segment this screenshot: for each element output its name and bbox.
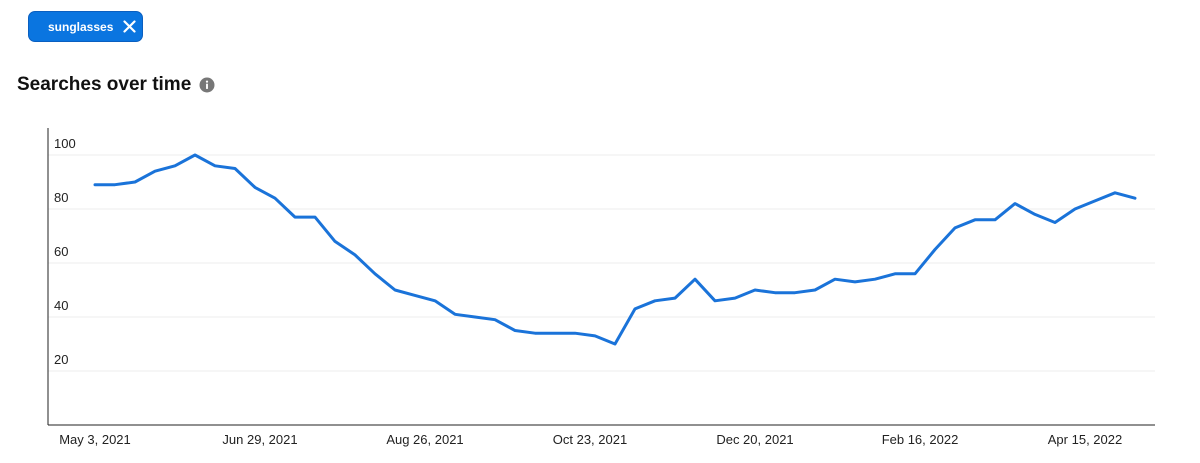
x-tick-label: May 3, 2021 bbox=[59, 432, 131, 447]
y-tick-label: 100 bbox=[54, 136, 76, 151]
x-tick-label: Dec 20, 2021 bbox=[716, 432, 793, 447]
page-title: Searches over time bbox=[17, 74, 192, 95]
info-icon[interactable] bbox=[199, 77, 215, 93]
axes bbox=[47, 128, 1155, 426]
y-tick-label: 60 bbox=[54, 244, 68, 259]
y-tick-label: 80 bbox=[54, 190, 68, 205]
x-tick-label: Oct 23, 2021 bbox=[553, 432, 627, 447]
gridlines bbox=[48, 154, 1155, 372]
y-tick-label: 20 bbox=[54, 352, 68, 367]
close-icon[interactable] bbox=[123, 20, 136, 33]
x-tick-label: Feb 16, 2022 bbox=[882, 432, 959, 447]
x-tick-label: Apr 15, 2022 bbox=[1048, 432, 1122, 447]
x-tick-labels: May 3, 2021 Jun 29, 2021 Aug 26, 2021 Oct 2… bbox=[59, 432, 1122, 447]
x-tick-label: Aug 26, 2021 bbox=[386, 432, 463, 447]
y-tick-labels: 20 40 60 80 100 bbox=[54, 136, 76, 367]
filter-chip-sunglasses[interactable]: sunglasses bbox=[28, 11, 143, 42]
series-layer bbox=[93, 153, 1137, 346]
y-tick-label: 40 bbox=[54, 298, 68, 313]
section-heading: Searches over time bbox=[17, 74, 215, 96]
series-line bbox=[93, 153, 1137, 346]
x-tick-label: Jun 29, 2021 bbox=[222, 432, 297, 447]
filter-chip-label: sunglasses bbox=[48, 19, 114, 34]
